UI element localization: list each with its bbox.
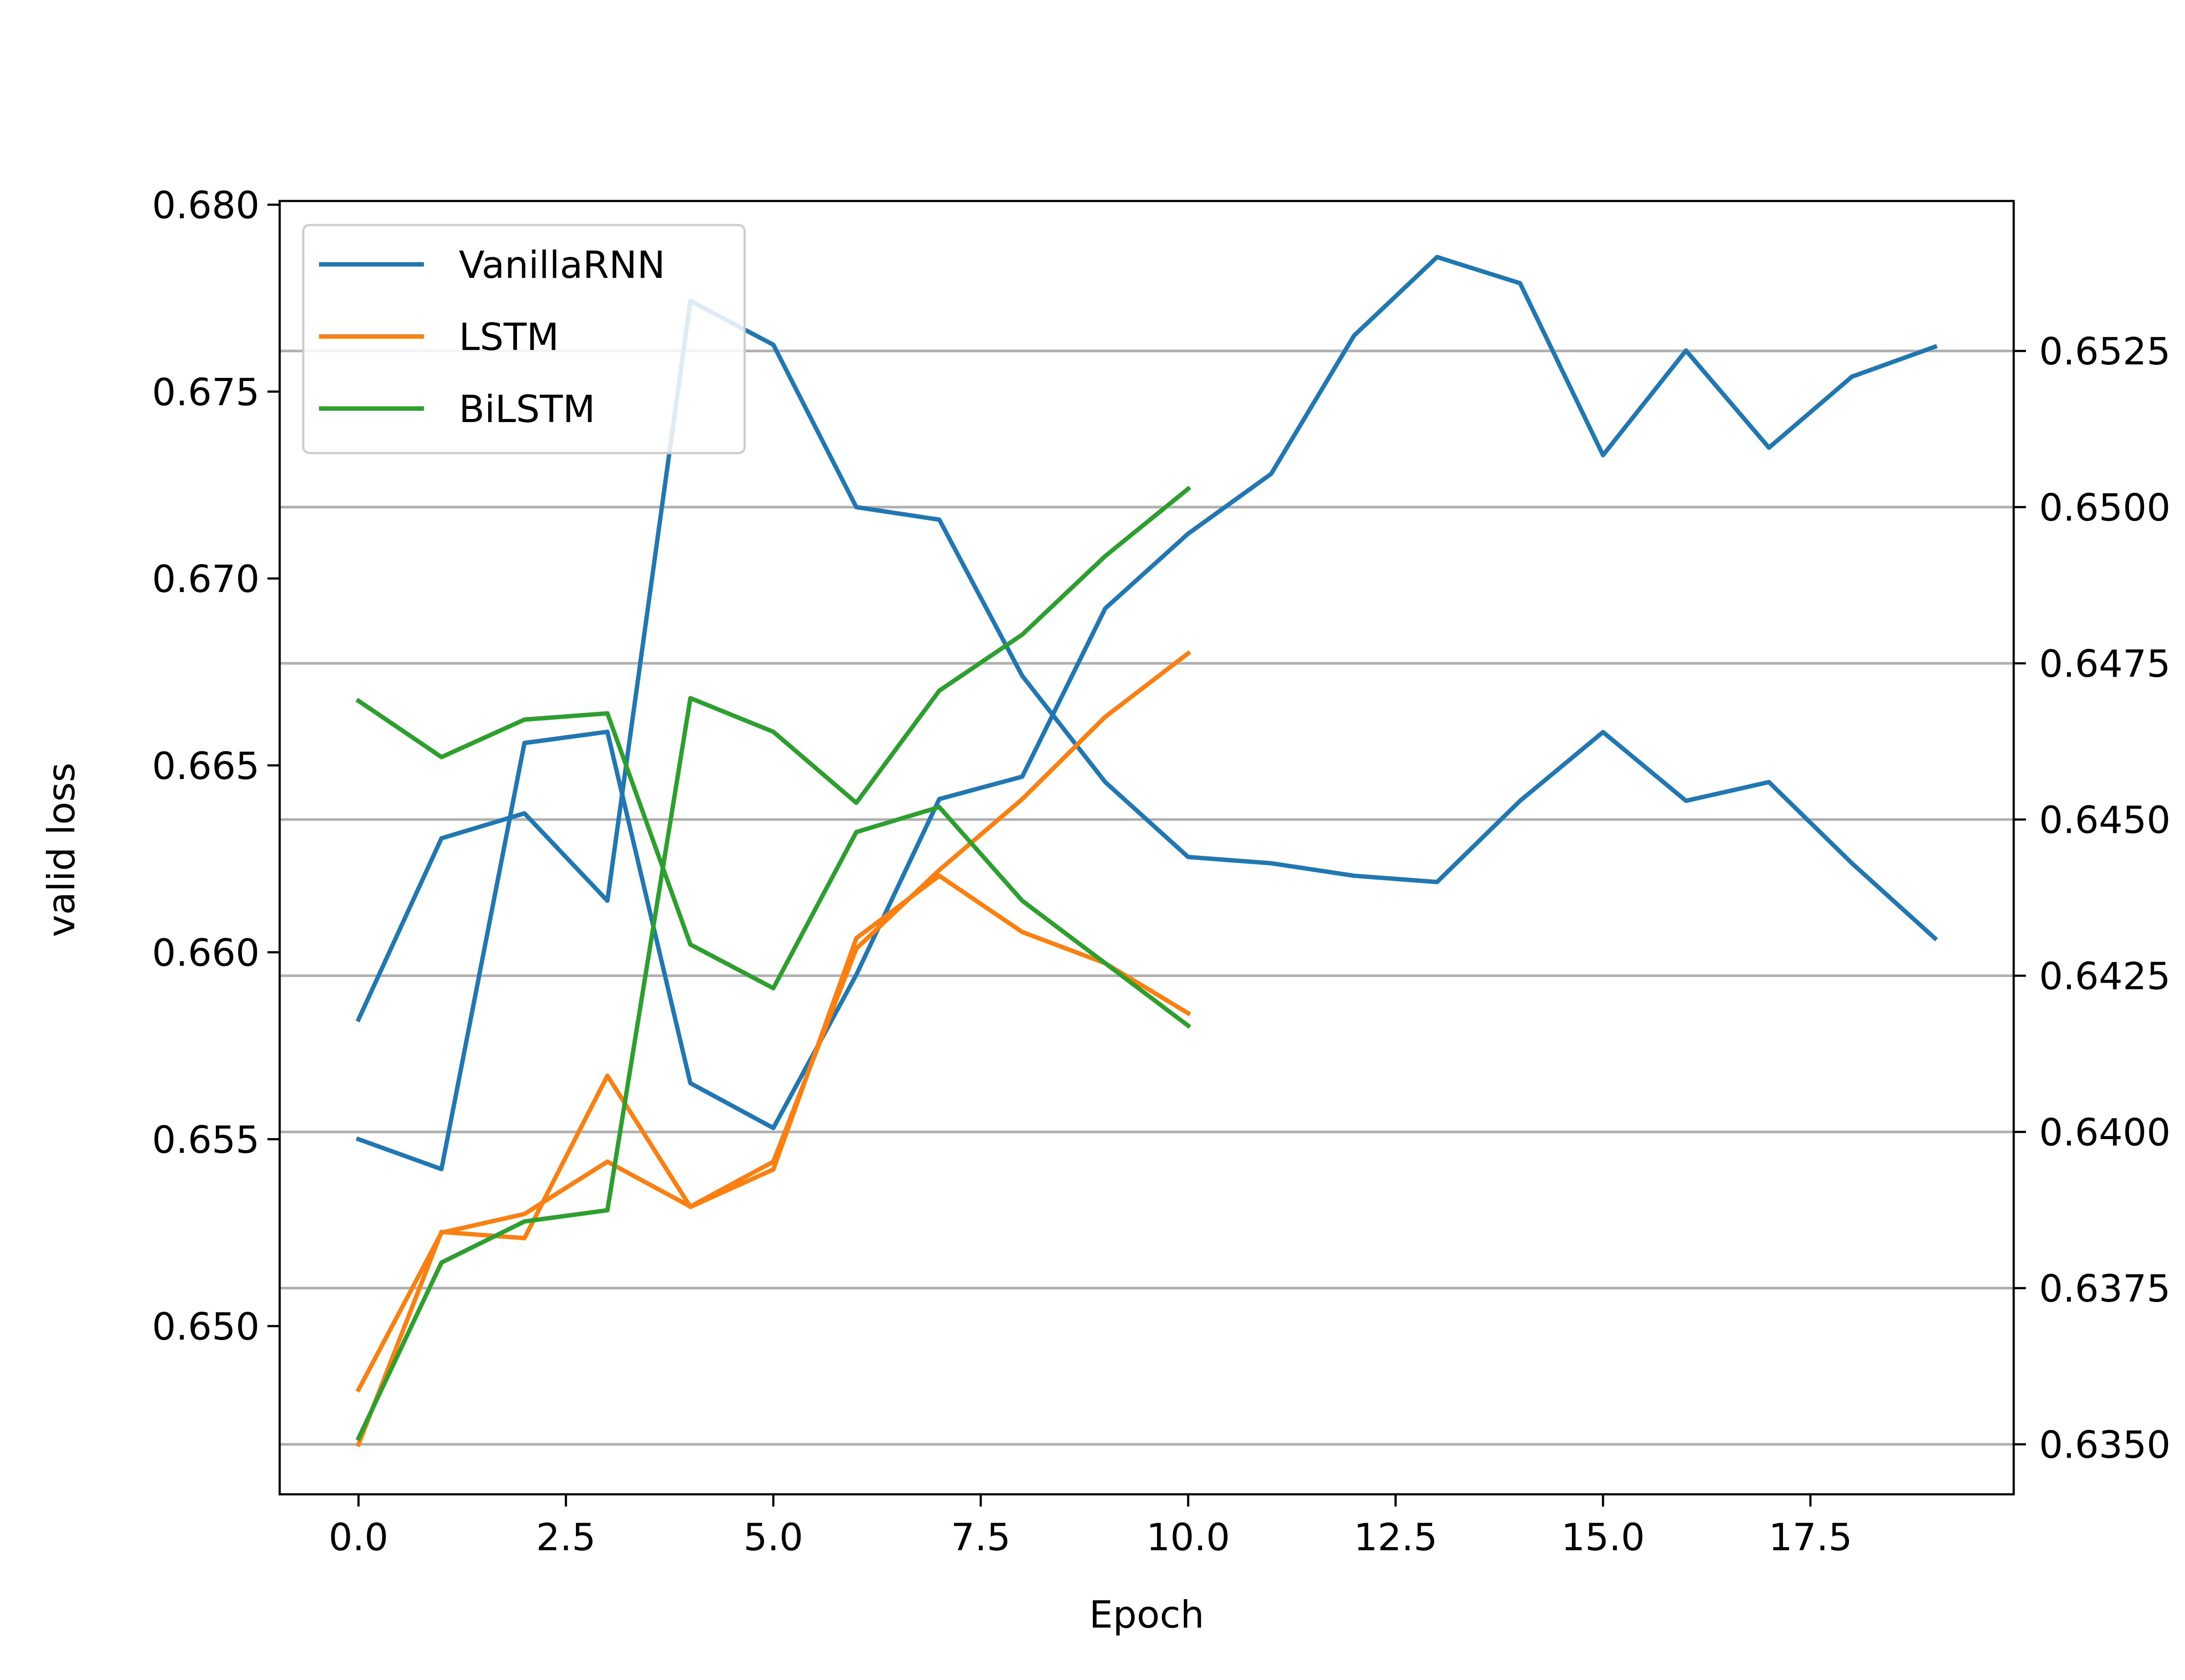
- legend-label: BiLSTM: [459, 388, 595, 431]
- x-tick-label: 2.5: [536, 1516, 596, 1559]
- x-tick-label: 0.0: [329, 1516, 388, 1559]
- plot-frame: [278, 200, 2015, 1496]
- series-line-right-1: [355, 298, 1938, 1022]
- x-axis-ticks: 0.0 2.5 5.0 7.5 10.0 12.5 15.0 17.5: [329, 1494, 1852, 1559]
- x-tick-label: 10.0: [1146, 1516, 1230, 1559]
- left-y-tick-label: 0.670: [152, 558, 260, 601]
- left-y-tick-label: 0.660: [152, 932, 260, 975]
- series-lines: [355, 255, 1938, 1448]
- right-y-tick-label: 0.6400: [2039, 1111, 2171, 1155]
- right-y-tick-label: 0.6425: [2039, 955, 2171, 998]
- left-y-tick-label: 0.650: [152, 1305, 260, 1349]
- right-y-axis-ticks: 0.6350 0.6375 0.6400 0.6425 0.6450 0.6475 0.65…: [2014, 330, 2171, 1467]
- legend-box: [302, 224, 746, 454]
- right-y-tick-label: 0.6525: [2039, 330, 2171, 374]
- right-y-tick-label: 0.6475: [2039, 642, 2171, 686]
- right-y-tick-label: 0.6350: [2039, 1424, 2171, 1467]
- x-tick-label: 7.5: [951, 1516, 1011, 1559]
- legend-label: VanillaRNN: [459, 243, 665, 287]
- x-tick-label: 12.5: [1354, 1516, 1437, 1559]
- legend: VanillaRNN LSTM BiLSTM: [302, 224, 746, 454]
- series-line-right-5: [355, 698, 1191, 1029]
- left-y-tick-label: 0.680: [152, 184, 260, 228]
- right-y-tick-label: 0.6375: [2039, 1267, 2171, 1311]
- left-y-axis-ticks: 0.650 0.655 0.660 0.665 0.670 0.675 0.680: [152, 184, 280, 1349]
- axes-frame: [278, 200, 2015, 1496]
- left-y-axis-title: valid loss: [40, 762, 83, 937]
- right-y-tick-label: 0.6450: [2039, 799, 2171, 842]
- x-tick-label: 17.5: [1769, 1516, 1852, 1559]
- right-y-tick-label: 0.6500: [2039, 486, 2171, 530]
- x-tick-label: 5.0: [743, 1516, 803, 1559]
- series-line-left-2: [355, 650, 1191, 1393]
- x-axis-title: Epoch: [1089, 1593, 1204, 1637]
- x-tick-label: 15.0: [1561, 1516, 1644, 1559]
- left-y-tick-label: 0.655: [152, 1118, 260, 1162]
- left-y-tick-label: 0.675: [152, 371, 260, 414]
- legend-label: LSTM: [459, 315, 559, 359]
- left-y-tick-label: 0.665: [152, 745, 260, 788]
- series-line-left-4: [355, 485, 1191, 1441]
